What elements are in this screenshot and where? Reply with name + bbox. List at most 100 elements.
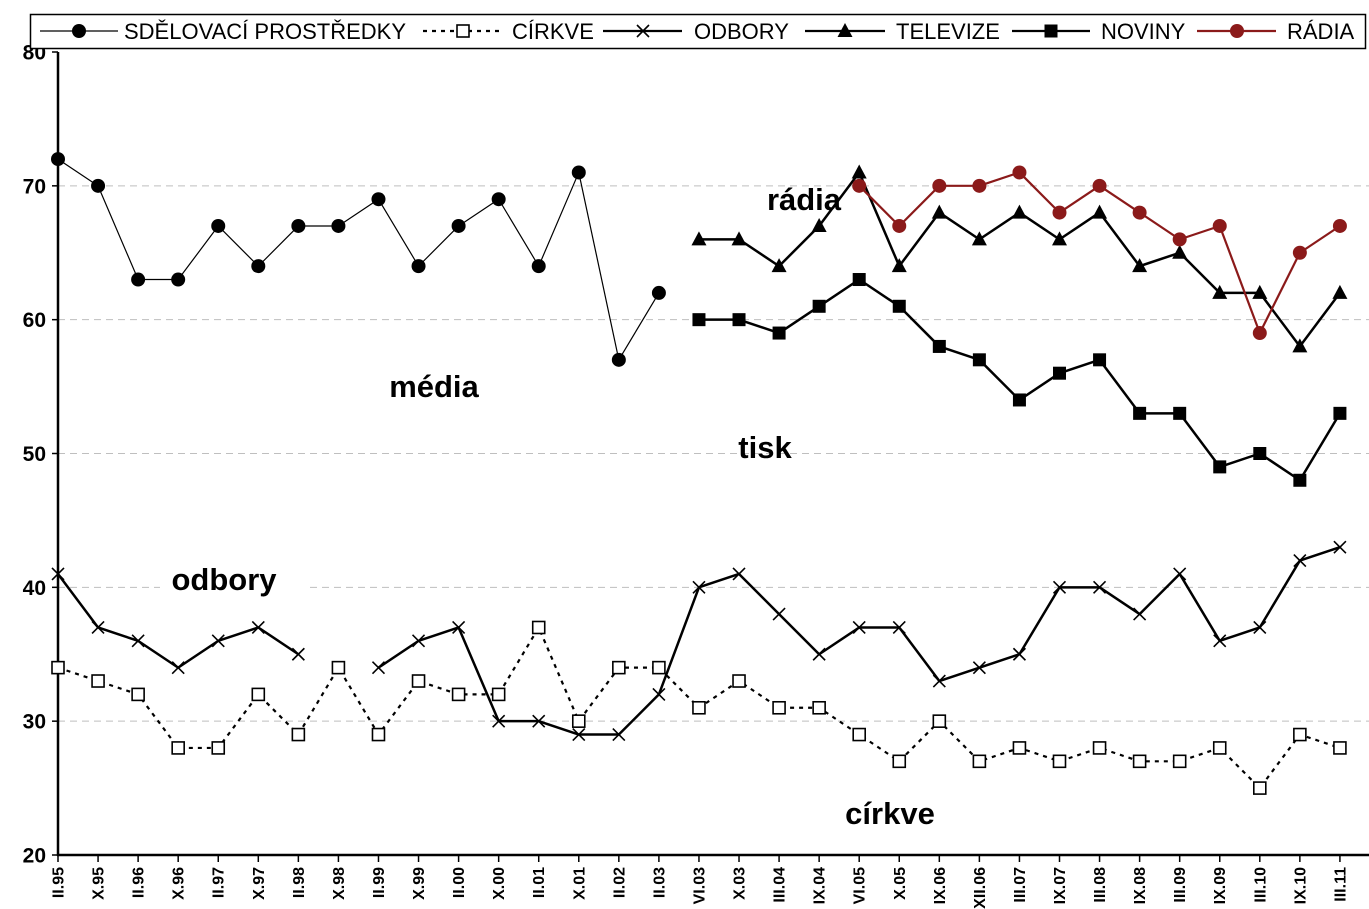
data-point-odbory (211, 634, 225, 648)
data-point-odbory (932, 674, 946, 688)
data-point-cirkve (331, 660, 346, 675)
data-point-sdelovaci-prostredky (651, 285, 666, 300)
data-point-radia (852, 178, 867, 193)
data-point-odbory (532, 714, 546, 728)
data-point-noviny (1012, 393, 1026, 407)
data-point-cirkve (211, 741, 226, 755)
x-tick-label: III.08 (1092, 867, 1109, 903)
data-point-radia (1252, 326, 1267, 341)
data-point-televize (1092, 204, 1108, 219)
data-point-televize (1011, 204, 1027, 219)
data-point-odbory (371, 661, 386, 675)
data-point-sdelovaci-prostredky (411, 259, 426, 274)
x-tick-label: IX.07 (1052, 867, 1069, 904)
data-point-odbory (612, 727, 626, 742)
data-point-cirkve (371, 727, 386, 742)
data-point-noviny (1333, 406, 1347, 420)
data-point-odbory (852, 620, 866, 635)
data-point-sdelovaci-prostredky (571, 165, 586, 180)
data-point-noviny (972, 353, 986, 367)
data-point-televize (1292, 338, 1308, 353)
data-point-noviny (1093, 353, 1107, 367)
data-point-noviny (732, 313, 746, 327)
data-point-radia (1172, 232, 1187, 247)
data-point-sdelovaci-prostredky (611, 352, 626, 367)
data-point-cirkve (491, 687, 506, 702)
y-tick-label: 50 (23, 443, 46, 466)
legend-item-cirkve: CÍRKVE (423, 19, 594, 44)
data-point-cirkve (892, 754, 907, 769)
data-point-odbory (1213, 634, 1227, 648)
data-point-odbory (1293, 554, 1307, 568)
y-tick-label: 20 (23, 845, 46, 868)
data-point-noviny (1253, 447, 1267, 460)
x-tick-label: X.97 (251, 867, 268, 900)
legend-item-sdelovaci-prostredky: SDĚLOVACÍ PROSTŘEDKY (40, 19, 406, 44)
data-point-odbory (732, 567, 746, 581)
legend-label: NOVINY (1101, 19, 1186, 44)
data-point-sdelovaci-prostredky (91, 178, 106, 193)
data-point-noviny (1213, 460, 1227, 474)
data-point-cirkve (451, 687, 466, 702)
data-point-odbory (1333, 540, 1347, 554)
x-cross-icon (636, 24, 650, 38)
data-point-odbory (1253, 620, 1267, 635)
data-point-odbory (892, 620, 906, 635)
x-tick-label: II.97 (211, 867, 228, 898)
x-tick-label: III.10 (1252, 867, 1269, 903)
legend-item-radia: RÁDIA (1197, 19, 1355, 44)
data-point-odbory (1173, 567, 1187, 581)
data-point-noviny (1133, 406, 1147, 420)
filled-circle-icon (1230, 24, 1244, 38)
data-point-cirkve (571, 714, 586, 728)
data-point-cirkve (1333, 741, 1347, 755)
data-point-cirkve (1212, 741, 1227, 755)
data-point-televize (1252, 284, 1268, 299)
x-tick-label: X.98 (331, 867, 348, 900)
legend-label: RÁDIA (1287, 19, 1355, 44)
x-tick-label: IX.09 (1212, 867, 1229, 904)
y-tick-label: 30 (23, 711, 46, 734)
filled-circle-icon (72, 24, 86, 38)
data-point-televize (731, 231, 747, 246)
data-point-odbory (131, 634, 145, 648)
x-tick-label: X.05 (892, 867, 909, 900)
x-tick-label: XII.06 (972, 867, 989, 909)
data-point-cirkve (531, 620, 546, 635)
data-point-sdelovaci-prostredky (331, 218, 346, 233)
data-point-noviny (812, 299, 826, 313)
data-point-televize (1052, 231, 1067, 246)
data-point-odbory (972, 661, 986, 675)
data-point-televize (851, 164, 867, 179)
x-tick-label: II.02 (611, 867, 628, 898)
x-tick-label: III.04 (772, 867, 789, 903)
data-point-sdelovaci-prostredky (251, 259, 266, 274)
data-point-cirkve (171, 741, 185, 755)
legend-item-odbory: ODBORY (603, 19, 789, 44)
data-point-cirkve (131, 687, 145, 702)
data-point-odbory (411, 634, 426, 648)
data-point-radia (1212, 218, 1227, 233)
annotation-odbory: odbory (171, 562, 277, 597)
data-point-cirkve (251, 687, 266, 702)
data-point-odbory (1133, 607, 1147, 621)
data-point-sdelovaci-prostredky (171, 272, 186, 287)
x-tick-label: X.00 (491, 867, 508, 900)
data-points (51, 152, 1348, 795)
x-tick-label: IX.04 (812, 867, 829, 904)
data-point-odbory (291, 647, 305, 661)
legend-item-noviny: NOVINY (1012, 19, 1186, 44)
legend-label: TELEVIZE (896, 19, 1000, 44)
data-point-sdelovaci-prostredky (531, 259, 546, 274)
data-point-televize (771, 258, 787, 273)
x-tick-label: IX.10 (1292, 867, 1309, 904)
data-point-cirkve (692, 700, 706, 715)
data-point-odbory (772, 607, 786, 621)
data-point-cirkve (812, 700, 826, 715)
x-tick-label: II.99 (371, 867, 388, 898)
data-point-odbory (51, 567, 65, 581)
data-point-cirkve (772, 700, 786, 715)
data-point-televize (691, 231, 707, 246)
